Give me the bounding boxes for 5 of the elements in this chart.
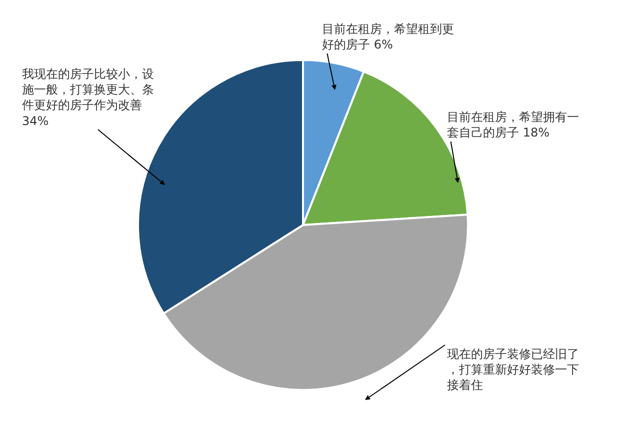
slice-label: 目前在租房，希望拥有一套自己的房子 18%	[447, 110, 579, 140]
slice-label: 目前在租房，希望租到更好的房子 6%	[322, 22, 454, 52]
slice-label: 我现在的房子比较小，设施一般，打算换更大、条件更好的房子作为改善	[22, 67, 154, 112]
data-label: 34%	[22, 114, 49, 128]
slice-label: 现在的房子装修已经旧了，打算重新好好装修一下接着住	[447, 347, 579, 392]
